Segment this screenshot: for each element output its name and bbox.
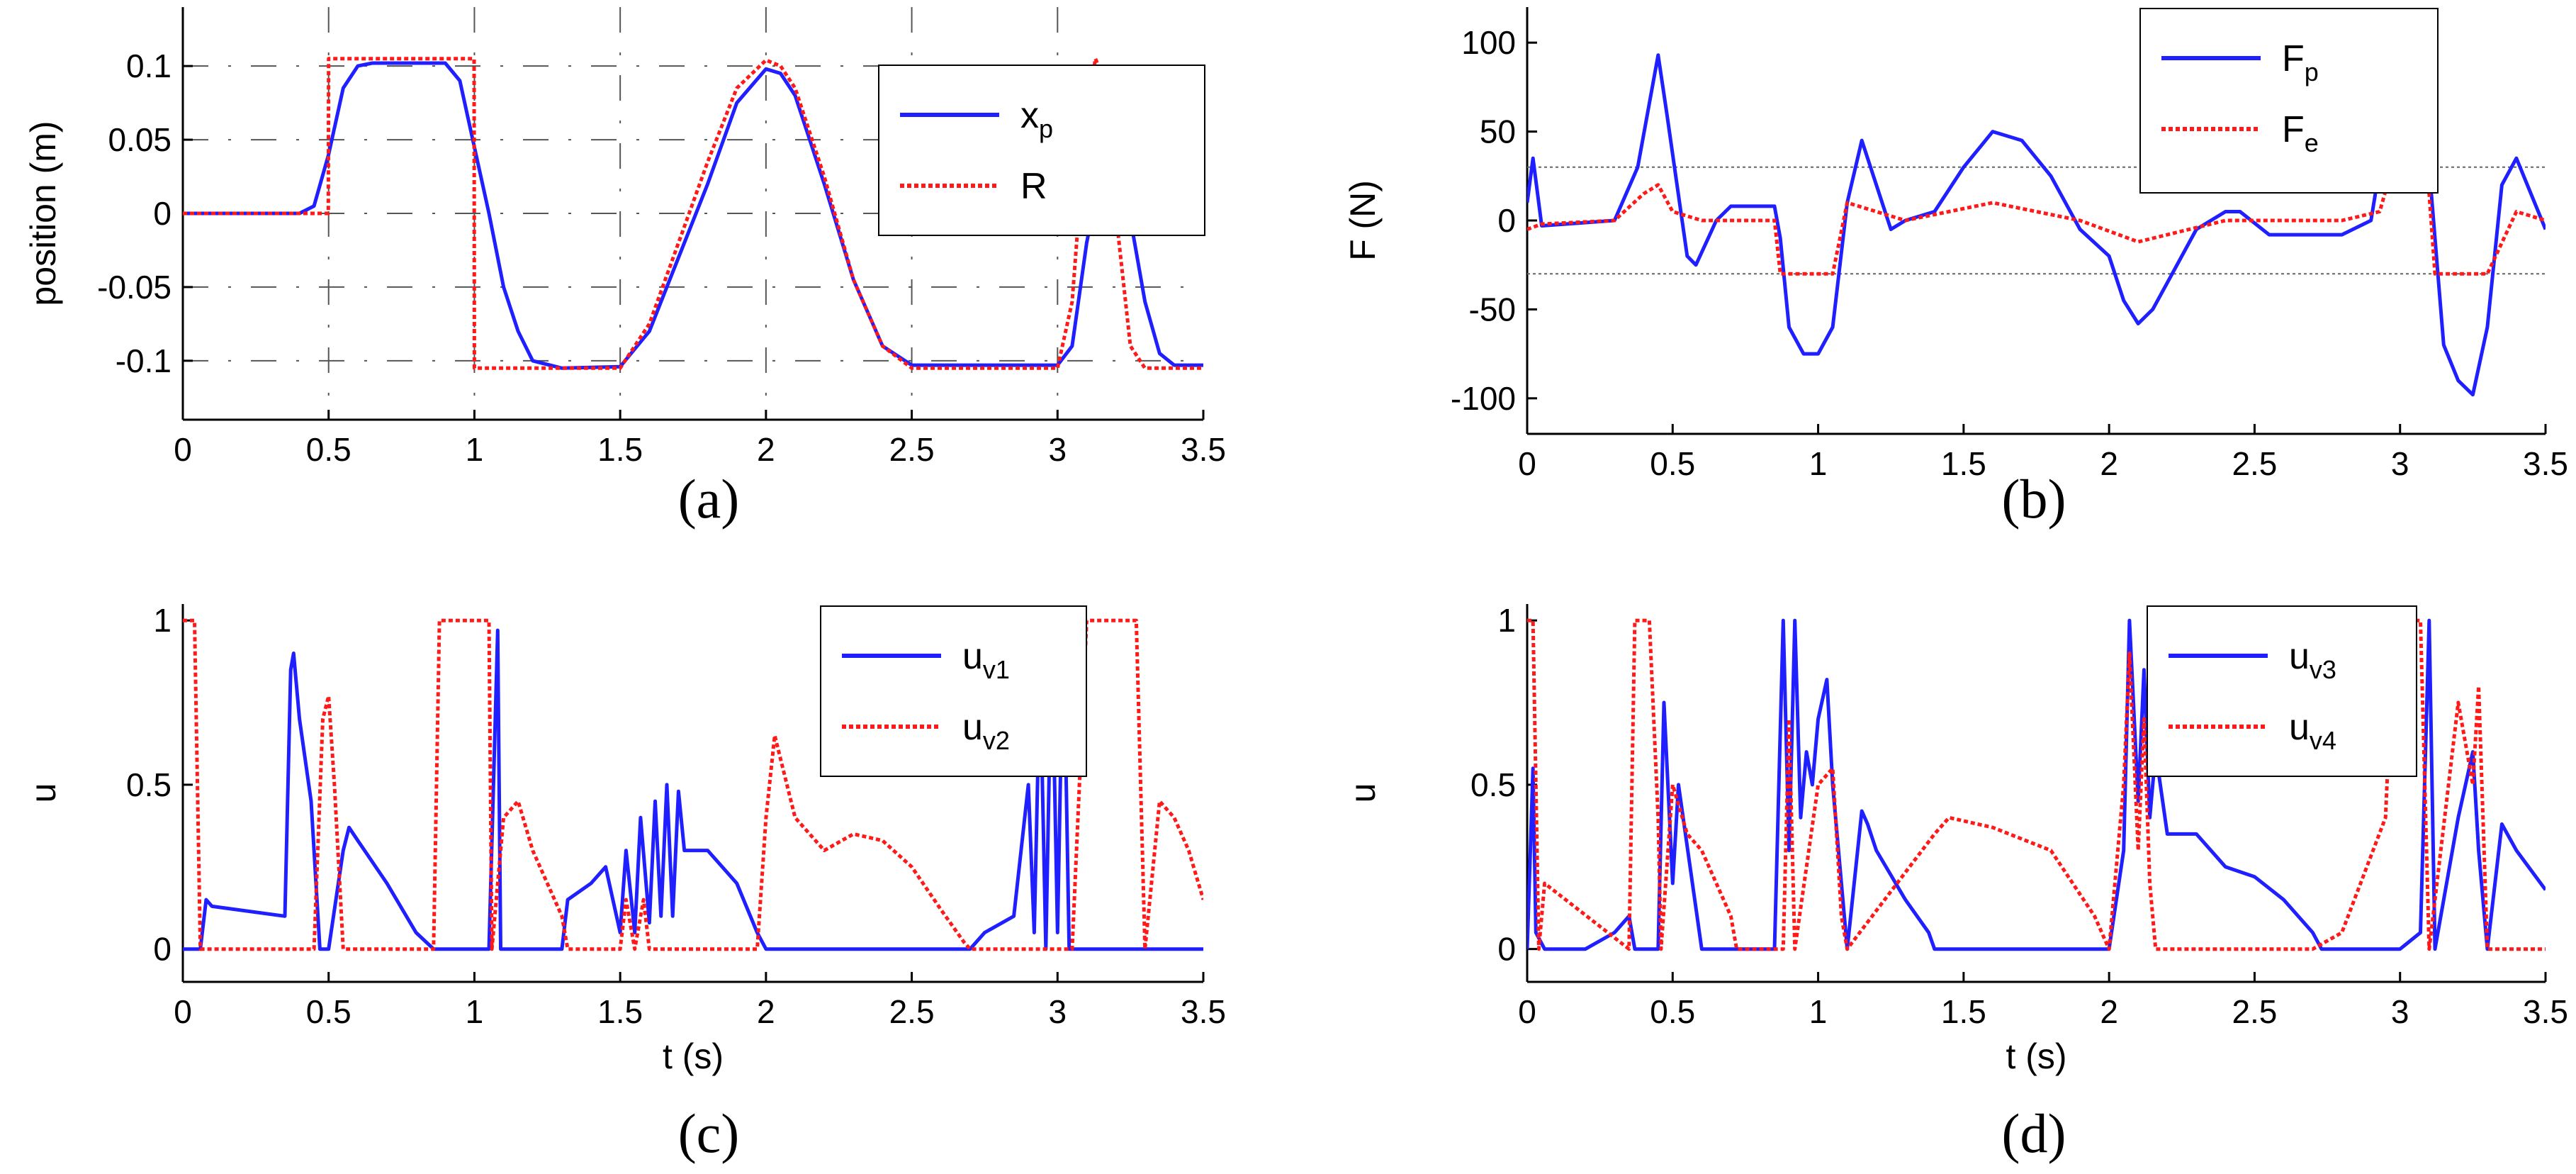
x-tick-label: 1.5	[597, 431, 643, 468]
y-tick-label: 1	[153, 602, 171, 639]
x-tick-label: 3	[2391, 445, 2409, 482]
y-tick-label: 50	[1480, 113, 1516, 150]
x-tick-label: 0	[174, 431, 192, 468]
y-tick-label: -50	[1469, 291, 1516, 328]
x-tick-label: 3	[1048, 431, 1067, 468]
y-axis-label: F (N)	[1343, 180, 1383, 261]
legend: xpR	[878, 65, 1205, 236]
x-tick-label: 2.5	[2232, 993, 2277, 1030]
x-tick-label: 2	[2100, 993, 2118, 1030]
x-tick-label: 2.5	[889, 431, 935, 468]
x-tick-label: 1.5	[1941, 445, 1986, 482]
legend-subscript: v2	[983, 726, 1010, 755]
x-tick-label: 1	[1809, 993, 1828, 1030]
x-tick-label: 3	[2391, 993, 2409, 1030]
y-axis-label: u	[1343, 783, 1383, 803]
x-tick-label: 3.5	[2523, 445, 2568, 482]
x-tick-label: 2	[2100, 445, 2118, 482]
x-tick-label: 0.5	[1650, 993, 1695, 1030]
y-tick-label: 100	[1461, 24, 1516, 61]
x-tick-label: 0.5	[306, 993, 351, 1030]
x-tick-label: 1.5	[1941, 993, 1986, 1030]
x-tick-label: 0	[1518, 993, 1536, 1030]
x-tick-label: 1	[1809, 445, 1828, 482]
x-tick-label: 1	[466, 993, 484, 1030]
x-tick-label: 0.5	[306, 431, 351, 468]
x-tick-label: 2	[757, 431, 775, 468]
x-tick-label: 2.5	[889, 993, 935, 1030]
series-line-u-v2	[183, 618, 1203, 951]
x-tick-label: 2	[757, 993, 775, 1030]
y-axis-label: u	[23, 783, 63, 803]
legend-subscript: p	[1039, 114, 1053, 143]
x-tick-label: 2.5	[2232, 445, 2277, 482]
panel-2: 0 0.5 1 1.5 2 2.5 3 3.5 100 50 0 -50 -100 F (N) (b) FpF…	[1343, 7, 2568, 530]
panel-caption: (b)	[2002, 468, 2066, 530]
y-tick-label: 0.1	[126, 47, 171, 84]
y-tick-label: 0.05	[108, 121, 171, 158]
panel-1: 0 0.5 1 1.5 2 2.5 3 3.5 0.1 0.05 0 -0.05 -0.1 positio…	[23, 7, 1226, 530]
series-line-u-v3	[1527, 618, 2546, 951]
y-tick-label: 0	[153, 195, 171, 232]
y-tick-label: 0	[153, 931, 171, 968]
y-tick-label: 1	[1497, 602, 1516, 639]
x-tick-label: 0	[174, 993, 192, 1030]
legend-subscript: v3	[2310, 655, 2336, 684]
x-tick-label: 3.5	[2523, 993, 2568, 1030]
legend-subscript: v4	[2310, 726, 2336, 755]
x-axis-label: t (s)	[663, 1036, 724, 1076]
y-tick-label: 0	[1497, 931, 1516, 968]
y-tick-label: 0.5	[1470, 766, 1516, 803]
legend-subscript: e	[2305, 128, 2319, 157]
y-tick-label: 0.5	[126, 766, 171, 803]
legend-box	[820, 605, 1087, 777]
x-tick-label: 1.5	[597, 993, 643, 1030]
legend-subscript: v1	[983, 655, 1010, 684]
x-tick-label: 1	[466, 431, 484, 468]
panel-caption: (a)	[678, 468, 740, 530]
legend-box	[2147, 605, 2417, 777]
x-tick-label: 3	[1048, 993, 1067, 1030]
legend-box	[878, 65, 1205, 236]
legend-label: Fp	[2282, 38, 2319, 86]
panel-caption: (c)	[678, 1102, 740, 1164]
x-tick-label: 3.5	[1181, 993, 1226, 1030]
x-axis-label: t (s)	[2006, 1036, 2066, 1076]
legend-label: R	[1020, 166, 1047, 207]
y-tick-label: 0	[1497, 202, 1516, 239]
y-tick-label: -100	[1451, 380, 1516, 417]
y-axis-label: position (m)	[23, 121, 63, 306]
x-tick-label: 0.5	[1650, 445, 1695, 482]
panel-caption: (d)	[2002, 1102, 2066, 1164]
legend-box	[2139, 8, 2439, 194]
legend-subscript: p	[2305, 57, 2319, 86]
x-tick-label: 3.5	[1181, 431, 1226, 468]
series-line-u-v4	[1527, 618, 2546, 951]
y-tick-label: -0.1	[116, 342, 171, 379]
series-line-r	[183, 57, 1203, 370]
x-tick-label: 0	[1518, 445, 1536, 482]
y-tick-label: -0.05	[97, 269, 171, 306]
